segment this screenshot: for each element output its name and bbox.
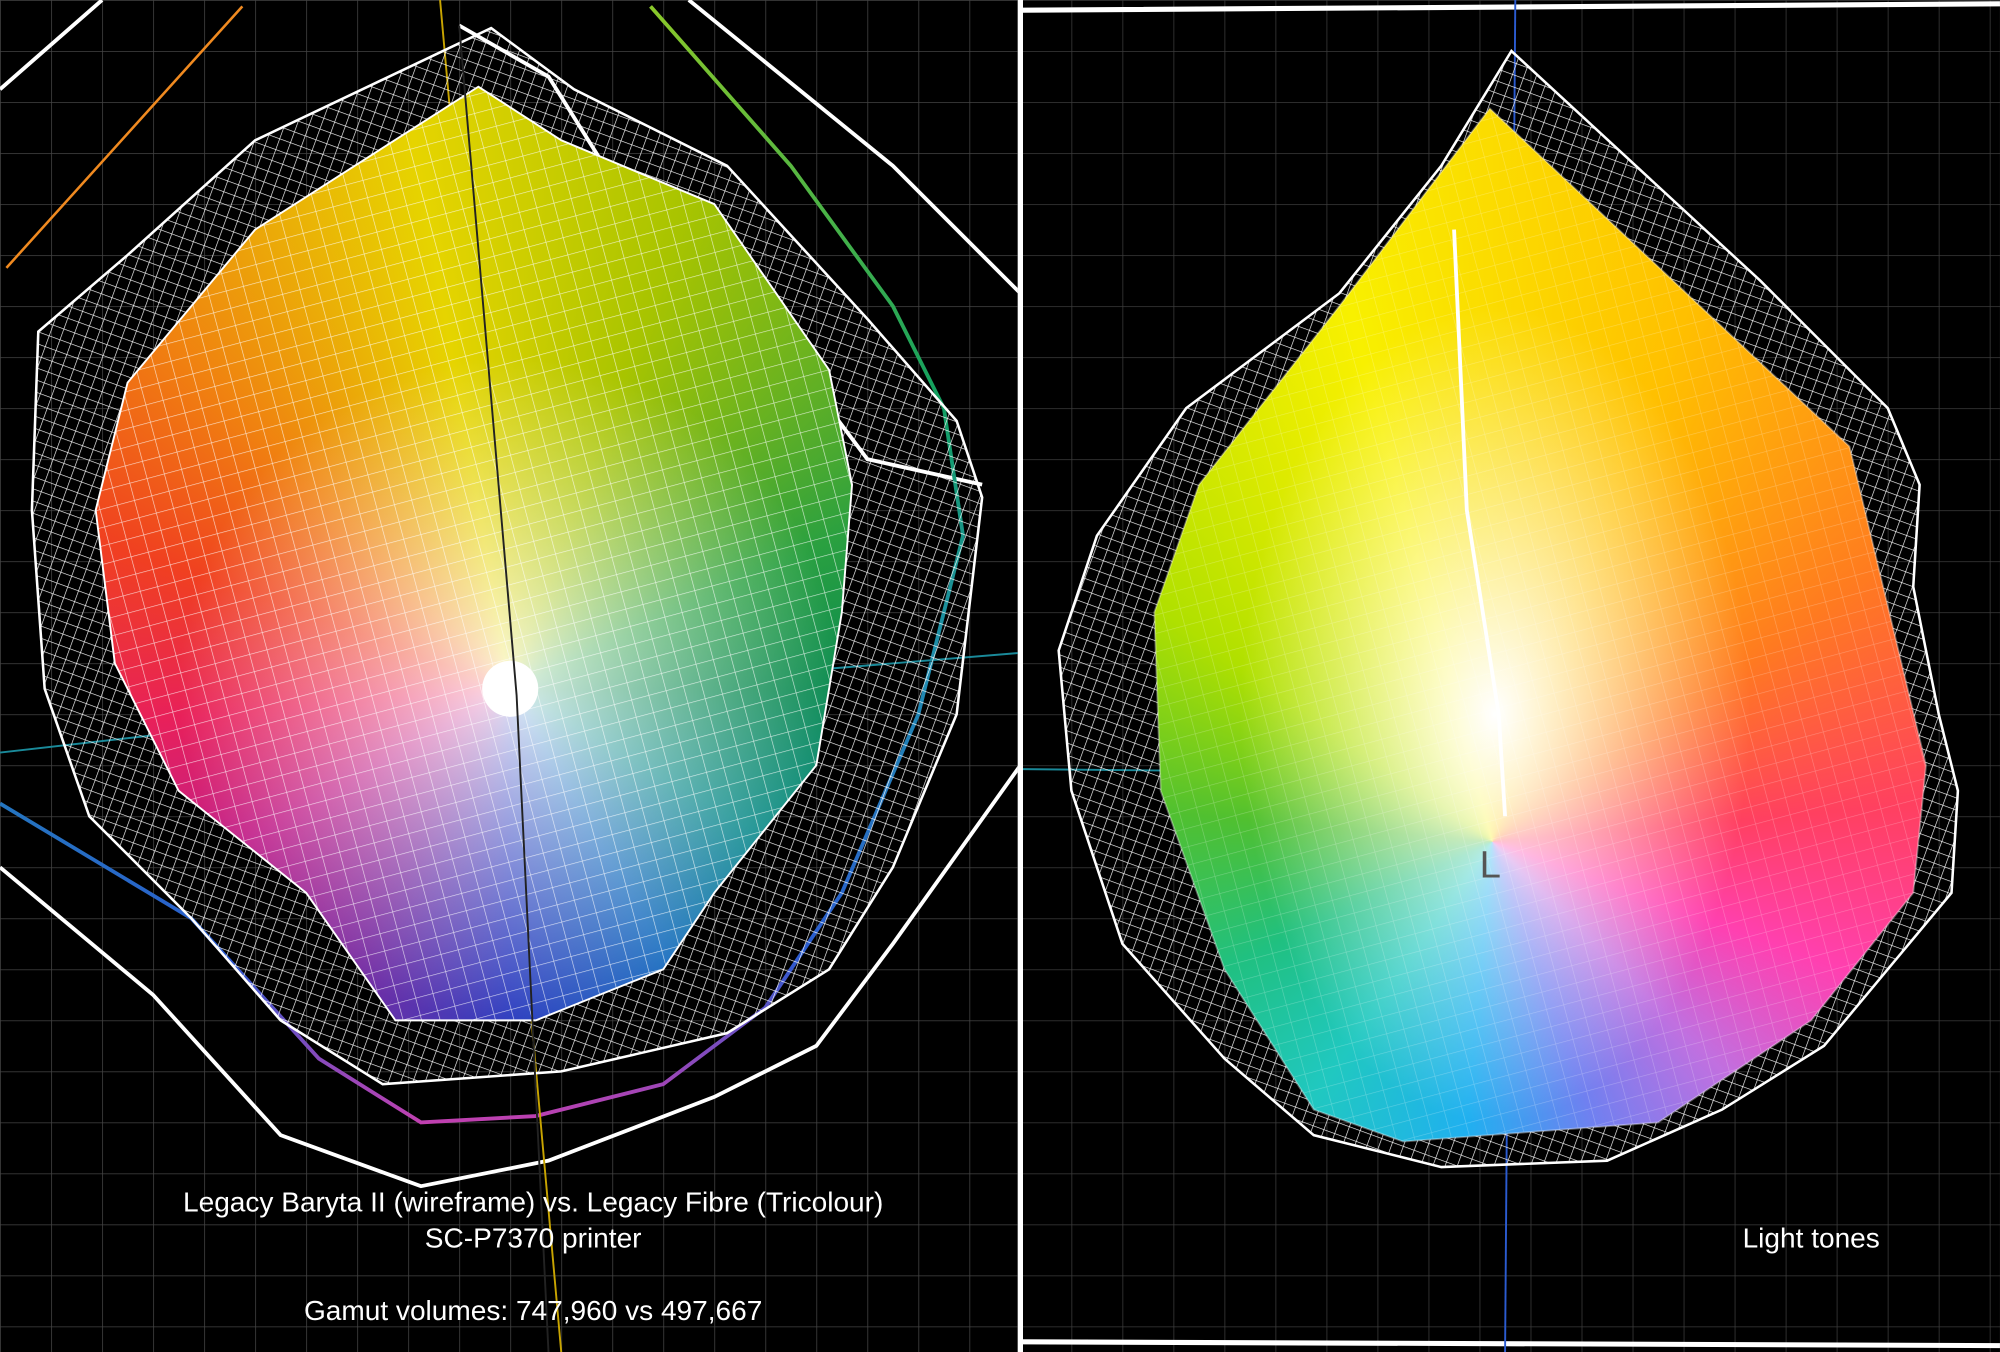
axis-label: L — [1480, 844, 1501, 887]
divider — [1017, 0, 1023, 1352]
axis-line — [458, 25, 550, 1352]
neutral-axis — [1452, 229, 1507, 817]
caption-line: Legacy Baryta II (wireframe) vs. Legacy … — [183, 1187, 883, 1218]
left-panel: Legacy Baryta II (wireframe) vs. Legacy … — [0, 0, 1018, 1352]
caption-line: Gamut volumes: 747,960 vs 497,667 — [304, 1295, 762, 1326]
surface-mesh — [1153, 106, 1927, 1143]
caption-line: SC-P7370 printer — [425, 1222, 642, 1253]
outline — [1022, 1, 2000, 1349]
outline — [0, 765, 1018, 1189]
axis-line — [5, 5, 244, 269]
surface-mesh — [94, 85, 854, 1022]
neutral-axis-point — [482, 660, 539, 717]
right-panel: L Light tones — [1022, 0, 2000, 1352]
caption: Light tones — [1743, 1222, 1880, 1253]
